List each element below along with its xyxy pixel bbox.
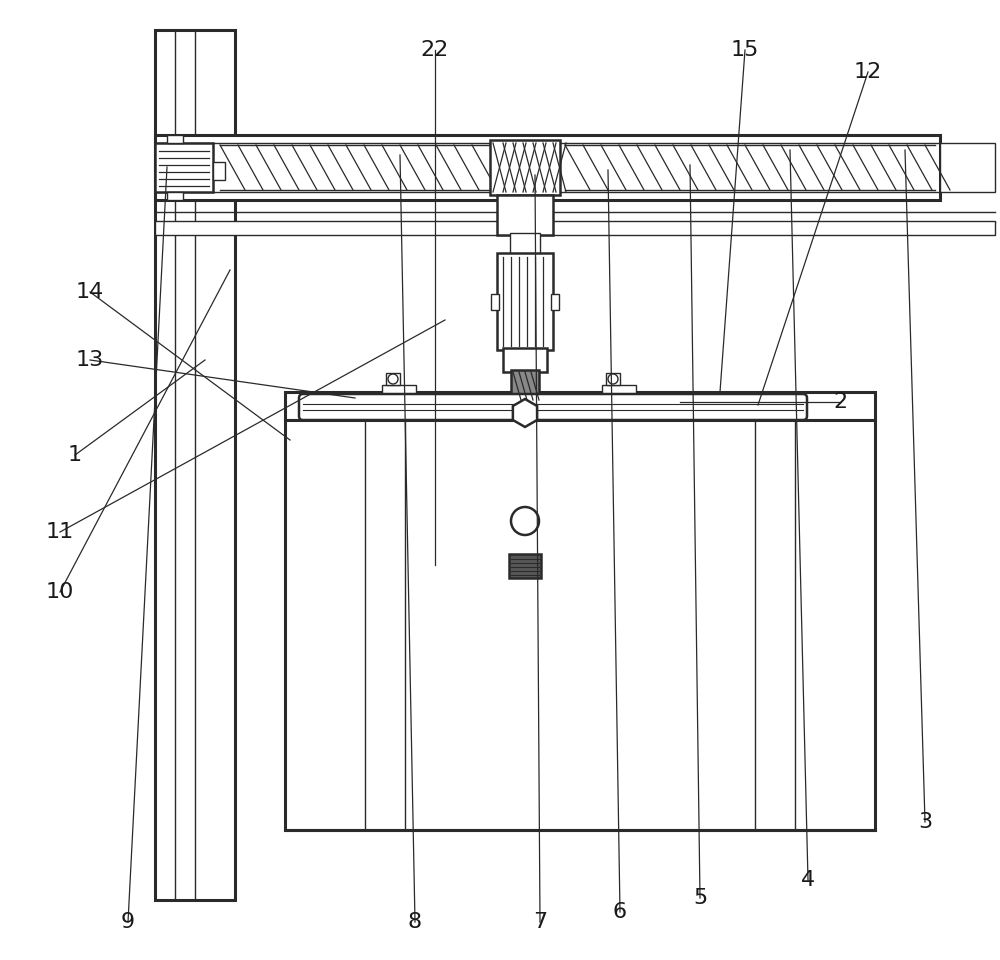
Bar [445,400,605,426]
Bar [510,233,540,255]
Bar [449,404,477,422]
Bar [503,348,547,372]
Text: 9: 9 [121,912,135,932]
FancyBboxPatch shape [299,394,807,420]
Bar [167,192,183,200]
Bar [551,294,559,310]
Bar [285,392,875,420]
Text: 3: 3 [918,812,932,832]
Bar [940,143,995,192]
Bar [155,135,940,200]
Bar [155,30,235,900]
Bar [155,143,213,192]
Text: 1: 1 [68,445,82,465]
Bar [213,162,225,180]
Text: 14: 14 [76,282,104,302]
Bar [491,294,499,310]
Bar [390,393,408,415]
Text: 10: 10 [46,582,74,602]
Bar [509,554,541,578]
Text: 7: 7 [533,912,547,932]
Bar [497,253,553,350]
Text: 15: 15 [731,40,759,60]
Bar [497,195,553,235]
Text: 12: 12 [854,62,882,82]
Circle shape [608,374,618,384]
Bar [167,135,183,143]
Bar [490,140,560,195]
Circle shape [388,374,398,384]
Text: 13: 13 [76,350,104,370]
Bar [606,373,620,385]
Bar [382,385,416,395]
Bar [573,404,601,422]
Bar [610,393,628,415]
Text: 11: 11 [46,522,74,542]
Circle shape [511,507,539,535]
Bar [515,426,535,556]
Text: 4: 4 [801,870,815,890]
Bar [386,373,400,385]
Bar [155,221,995,235]
Text: 6: 6 [613,902,627,922]
Text: 5: 5 [693,888,707,908]
Bar [511,370,539,402]
Bar [602,385,636,395]
Text: 22: 22 [421,40,449,60]
Polygon shape [513,399,537,427]
Text: 8: 8 [408,912,422,932]
Text: 2: 2 [833,392,847,412]
Bar [285,420,875,830]
